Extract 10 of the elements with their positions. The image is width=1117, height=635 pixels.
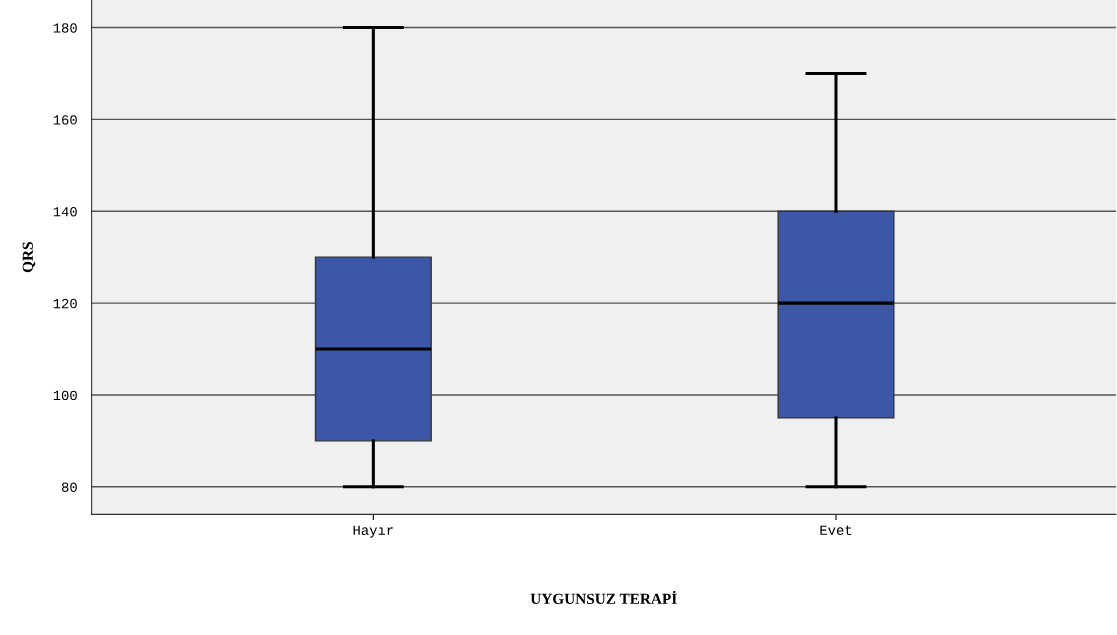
y-tick-label: 140: [53, 206, 77, 217]
y-axis-title: QRS: [22, 242, 36, 273]
y-tick-label: 120: [53, 298, 77, 309]
y-tick-label: 100: [53, 390, 77, 401]
x-axis-title: UYGUNSUZ TERAPİ: [530, 590, 677, 605]
x-tick-label: Hayır: [353, 525, 393, 538]
x-tick-label: Evet: [820, 525, 852, 535]
y-tick-label: 80: [61, 482, 77, 492]
y-tick-label: 180: [53, 23, 77, 33]
y-tick-label: 160: [53, 115, 77, 125]
